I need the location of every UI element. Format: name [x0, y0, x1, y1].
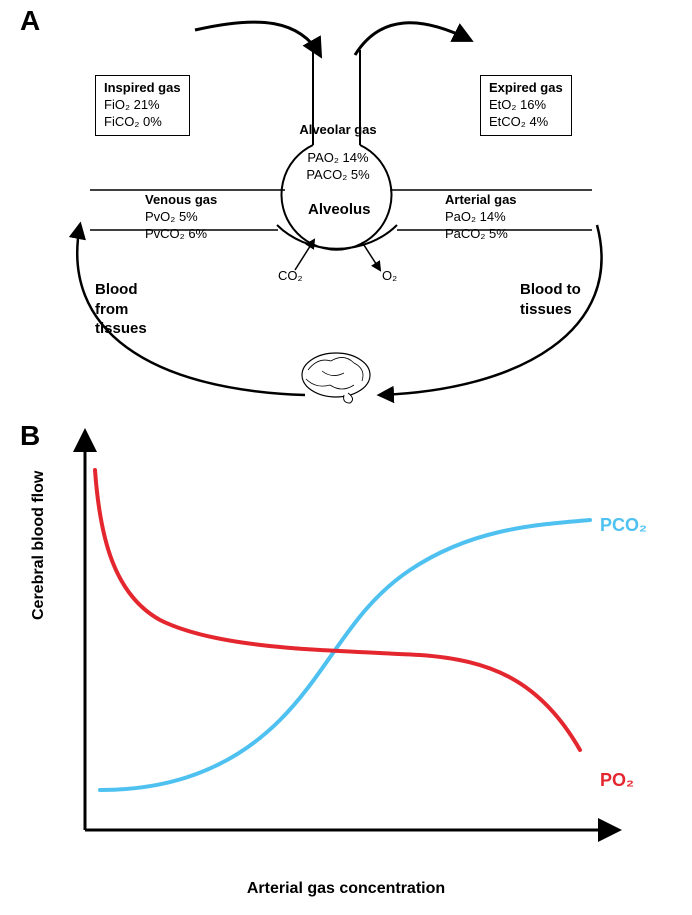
- alveolar-gas-title: Alveolar gas: [298, 122, 378, 139]
- co2-label: CO₂: [278, 268, 303, 285]
- expired-gas-box: Expired gas EtO₂ 16% EtCO₂ 4%: [480, 75, 572, 136]
- alveolus-label: Alveolus: [308, 200, 371, 220]
- o2-label: O₂: [382, 268, 397, 285]
- arterial-gas-label: Arterial gas PaO₂ 14% PaCO₂ 5%: [445, 192, 517, 243]
- pco2-curve-label: PCO₂: [600, 515, 647, 536]
- figure: { "panelA": { "label": "A", "inspired": …: [0, 0, 692, 915]
- alveolar-gas-label: Alveolar gas: [298, 122, 378, 139]
- alveolar-line-1: PAO₂ 14%: [305, 150, 371, 167]
- inspired-line-1: FiO₂ 21%: [104, 97, 181, 114]
- blood-from-label: Blood from tissues: [95, 280, 147, 339]
- panel-b-label: B: [20, 420, 40, 452]
- venous-title: Venous gas: [145, 192, 217, 209]
- arterial-line-1: PaO₂ 14%: [445, 209, 517, 226]
- inspired-title: Inspired gas: [104, 80, 181, 97]
- expired-title: Expired gas: [489, 80, 563, 97]
- expired-line-2: EtCO₂ 4%: [489, 114, 563, 131]
- inspired-line-2: FiCO₂ 0%: [104, 114, 181, 131]
- arterial-title: Arterial gas: [445, 192, 517, 209]
- alveolar-gas-values: PAO₂ 14% PACO₂ 5%: [305, 150, 371, 184]
- y-axis-label: Cerebral blood flow: [30, 471, 48, 620]
- x-axis-label: Arterial gas concentration: [0, 880, 692, 898]
- venous-line-2: PvCO₂ 6%: [145, 226, 217, 243]
- venous-line-1: PvO₂ 5%: [145, 209, 217, 226]
- blood-to-label: Blood to tissues: [520, 280, 581, 319]
- arterial-line-2: PaCO₂ 5%: [445, 226, 517, 243]
- alveolar-line-2: PACO₂ 5%: [305, 167, 371, 184]
- inspired-gas-box: Inspired gas FiO₂ 21% FiCO₂ 0%: [95, 75, 190, 136]
- expired-line-1: EtO₂ 16%: [489, 97, 563, 114]
- venous-gas-label: Venous gas PvO₂ 5% PvCO₂ 6%: [145, 192, 217, 243]
- po2-curve-label: PO₂: [600, 770, 634, 791]
